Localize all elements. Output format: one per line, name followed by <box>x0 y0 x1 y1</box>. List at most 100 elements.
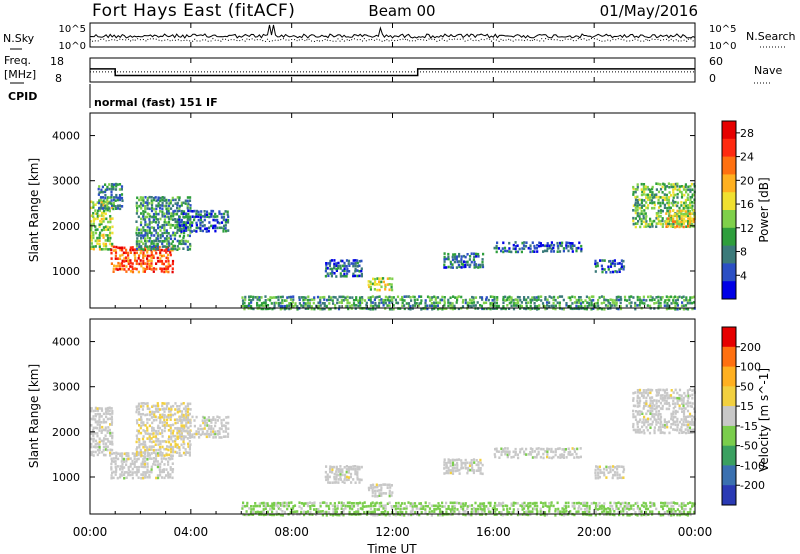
velocity-cell <box>348 504 352 508</box>
power-cell <box>159 229 162 232</box>
nsky-panel: N.Sky 10^5 10^0 10^5 10^0 N.Search <box>3 22 796 52</box>
velocity-cell <box>131 459 134 463</box>
velocity-cell <box>573 447 576 451</box>
velocity-cell <box>623 507 626 511</box>
power-cell <box>678 206 681 210</box>
velocity-cell <box>157 452 160 455</box>
power-cell <box>161 232 164 235</box>
power-cell <box>506 304 509 307</box>
velocity-cell <box>226 435 230 438</box>
velocity-cell <box>199 424 202 427</box>
power-cell <box>510 298 513 302</box>
power-cell <box>218 210 221 213</box>
power-cell <box>648 198 652 201</box>
power-cell <box>108 196 111 199</box>
velocity-cell <box>661 507 665 511</box>
power-cell <box>609 265 613 268</box>
colorbar-swatch <box>722 485 736 506</box>
velocity-cell <box>418 502 421 505</box>
velocity-cell <box>693 415 696 419</box>
velocity-cell <box>152 445 155 448</box>
velocity-cell <box>443 458 446 461</box>
velocity-cell <box>269 504 272 508</box>
velocity-cell <box>634 410 638 413</box>
power-cell <box>588 301 591 305</box>
power-cell <box>632 193 635 196</box>
velocity-cell <box>342 502 345 505</box>
velocity-cell <box>174 421 177 425</box>
power-cell <box>590 299 593 302</box>
velocity-cell <box>367 510 370 514</box>
velocity-cell <box>205 432 208 436</box>
velocity-cell <box>176 435 179 438</box>
velocity-cell <box>182 413 185 417</box>
power-cell <box>181 224 184 227</box>
power-cell <box>201 220 204 224</box>
power-cell <box>165 212 168 215</box>
velocity-cell <box>670 514 673 517</box>
velocity-cell <box>264 513 267 516</box>
velocity-cell <box>489 504 492 507</box>
power-cell <box>157 198 160 202</box>
power-cell <box>640 299 643 302</box>
velocity-cell <box>159 418 162 422</box>
power-cell <box>682 225 685 229</box>
velocity-cell <box>636 507 639 510</box>
colorbar-tick-label: -15 <box>740 420 758 433</box>
power-cell <box>464 265 467 269</box>
power-cell <box>468 298 472 301</box>
velocity-cell <box>514 453 517 457</box>
power-cell <box>152 254 155 258</box>
velocity-cell <box>166 445 169 448</box>
power-cell <box>202 215 205 218</box>
power-cell <box>680 190 683 194</box>
velocity-cell <box>269 508 272 511</box>
power-cell <box>112 245 115 249</box>
velocity-cell <box>148 440 151 443</box>
velocity-cell <box>96 412 100 416</box>
power-cell <box>649 201 652 205</box>
power-cell <box>369 285 372 289</box>
power-cell <box>277 298 280 302</box>
velocity-cell <box>161 413 164 416</box>
power-cell <box>307 295 310 299</box>
power-cell <box>537 307 540 311</box>
velocity-cell <box>384 483 387 486</box>
velocity-cell <box>680 418 683 421</box>
velocity-cell <box>105 420 108 424</box>
velocity-cell <box>663 396 666 399</box>
power-cell <box>571 295 574 299</box>
power-cell <box>101 196 104 199</box>
power-cell <box>352 272 355 276</box>
velocity-cell <box>638 431 641 434</box>
power-cell <box>473 255 476 259</box>
velocity-cell <box>335 510 338 514</box>
velocity-cell <box>358 465 361 469</box>
freq-left-tick-bottom: 8 <box>55 72 62 85</box>
velocity-cell <box>140 476 143 480</box>
power-cell <box>657 305 660 308</box>
power-cell <box>649 188 652 192</box>
power-cell <box>148 218 151 221</box>
power-cell <box>680 224 683 228</box>
velocity-cell <box>626 513 629 517</box>
velocity-cell <box>690 418 694 421</box>
velocity-cell <box>622 476 625 479</box>
power-cell <box>110 251 113 255</box>
velocity-cell <box>218 430 221 433</box>
velocity-cell <box>106 437 109 441</box>
power-cell <box>340 299 343 302</box>
velocity-cell <box>146 468 149 472</box>
velocity-cell <box>203 427 206 430</box>
power-cell <box>610 262 613 266</box>
velocity-cell <box>180 427 183 430</box>
power-cell <box>146 259 149 263</box>
velocity-cell <box>445 510 448 514</box>
velocity-cell <box>125 463 128 466</box>
velocity-cell <box>533 450 537 453</box>
power-cell <box>343 269 346 273</box>
power-cell <box>615 301 618 305</box>
power-cell <box>165 267 168 271</box>
power-cell <box>429 299 432 302</box>
power-cell <box>537 295 540 299</box>
